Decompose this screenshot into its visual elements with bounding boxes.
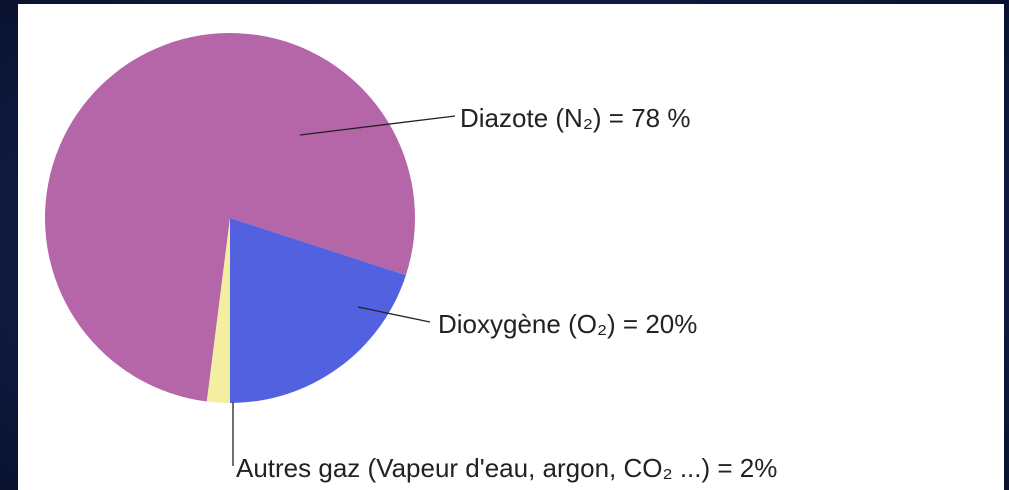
slice-label: Dioxygène (O₂) = 20% bbox=[438, 309, 697, 339]
leader-line bbox=[299, 115, 456, 136]
pie-slice bbox=[230, 218, 406, 403]
leader-line bbox=[357, 306, 431, 323]
slice-label: Autres gaz (Vapeur d'eau, argon, CO₂ ...… bbox=[236, 453, 777, 483]
pie-slice bbox=[206, 218, 230, 403]
pie-slice bbox=[45, 33, 416, 402]
slice-label: Diazote (N₂) = 78 % bbox=[460, 103, 690, 133]
pie bbox=[45, 33, 416, 403]
